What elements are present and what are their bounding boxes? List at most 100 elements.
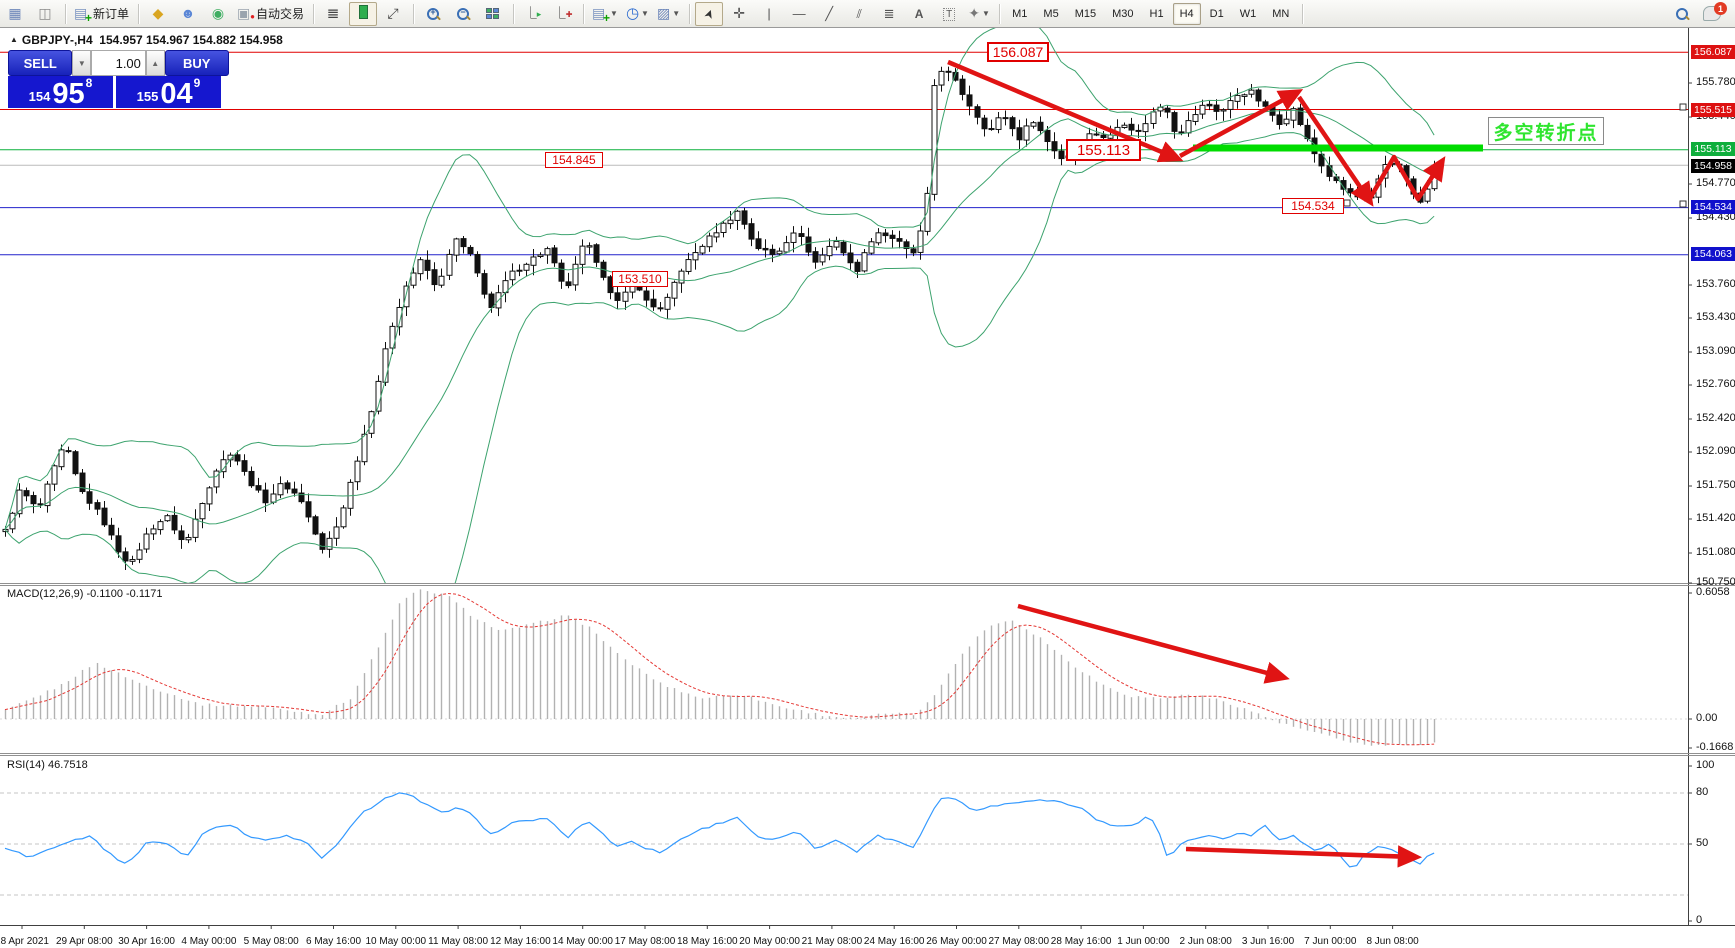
- channel-icon: ⫽: [856, 6, 862, 21]
- volume-up-button[interactable]: ▲: [145, 50, 165, 76]
- timeframe-m15[interactable]: M15: [1074, 7, 1097, 20]
- timeframe-d1[interactable]: D1: [1209, 7, 1224, 20]
- buy-button[interactable]: BUY: [164, 50, 229, 76]
- fibo-icon: ≣: [883, 5, 895, 21]
- line-chart-mode-button[interactable]: ⤢: [379, 2, 407, 26]
- sell-price[interactable]: 154 95 8: [8, 76, 113, 110]
- periods-button[interactable]: ◷ ▼: [623, 2, 652, 26]
- shapes-tool-button[interactable]: ✦ ▼: [965, 2, 993, 26]
- candles-icon: [358, 5, 368, 22]
- candle-chart-mode-button[interactable]: [349, 1, 378, 26]
- auto-trading-button[interactable]: ▣ ● 自动交易: [234, 2, 307, 26]
- zoomout-icon: −: [456, 7, 470, 21]
- styler-button[interactable]: ◆: [144, 2, 172, 26]
- autotrade-icon: ▣ ●: [237, 4, 256, 21]
- buy-price-prefix: 155: [136, 89, 159, 104]
- chevron-down-icon: ▼: [982, 9, 990, 18]
- hline-icon: —: [792, 5, 806, 21]
- toolbar-separator: [138, 3, 141, 24]
- rsi-caption: RSI(14) 46.7518: [7, 759, 88, 771]
- sell-button[interactable]: SELL: [8, 50, 73, 76]
- template-icon: ▨: [656, 5, 671, 21]
- indicator-subwindow-2-button[interactable]: ⎿✚: [549, 2, 577, 26]
- crosshair-tool-button[interactable]: ✛: [725, 2, 753, 26]
- cursor-icon: ➤: [700, 6, 718, 21]
- collapse-icon[interactable]: ▲: [10, 35, 18, 44]
- volume-input[interactable]: 1.00: [91, 50, 146, 76]
- labelT-icon: T: [943, 7, 956, 21]
- buy-price[interactable]: 155 04 9: [116, 76, 221, 110]
- templates-button[interactable]: ▨ ▼: [654, 2, 683, 26]
- zoom-out-button[interactable]: −: [449, 2, 477, 26]
- timeframe-mn[interactable]: MN: [1272, 7, 1290, 20]
- label-tool-button[interactable]: T: [935, 2, 963, 26]
- chevron-down-icon: ▼: [610, 9, 618, 18]
- bars-icon: 𝌆: [327, 5, 339, 21]
- notification-badge: 1: [1714, 2, 1727, 15]
- newchart-icon: ▦: [8, 5, 22, 21]
- hline-tool-button[interactable]: —: [785, 2, 813, 26]
- tiles-icon: [486, 7, 500, 20]
- channel-tool-button[interactable]: ⫽: [845, 2, 873, 26]
- chevron-down-icon: ▼: [641, 9, 649, 18]
- timeframe-h4[interactable]: H4: [1172, 2, 1201, 25]
- bar-chart-mode-button[interactable]: 𝌆: [319, 2, 347, 26]
- sell-price-pip: 8: [85, 76, 93, 90]
- subwin2-icon: ⎿✚: [553, 5, 573, 20]
- chat-bubble-icon: 1: [1703, 2, 1727, 21]
- timeframe-h1[interactable]: H1: [1149, 7, 1164, 20]
- toolbar-right: 1: [1667, 2, 1727, 26]
- toolbar-separator: [513, 3, 516, 24]
- notifications-button[interactable]: 1: [1698, 2, 1727, 26]
- toolbar-separator: [583, 3, 586, 24]
- clock-icon: ◷: [625, 4, 640, 22]
- profiles-icon: ◫: [38, 5, 52, 21]
- ohlc-readout: 154.957 154.967 154.882 154.958: [99, 33, 283, 47]
- trendline-icon: ╱: [825, 5, 834, 21]
- search-button[interactable]: [1668, 2, 1696, 26]
- buy-price-pip: 9: [193, 76, 201, 90]
- timeframe-m1[interactable]: M1: [1012, 7, 1028, 20]
- zoom-in-button[interactable]: +: [419, 2, 447, 26]
- timeframe-w1[interactable]: W1: [1239, 7, 1257, 20]
- text-tool-button[interactable]: A: [905, 2, 933, 26]
- neworder-icon: ▤ +: [74, 4, 92, 25]
- shapes-icon: ✦: [968, 5, 981, 21]
- person-icon: ☻: [180, 5, 196, 21]
- community-button[interactable]: ☻: [174, 2, 202, 26]
- toolbar-separator: [413, 3, 416, 24]
- trendline-tool-button[interactable]: ╱: [815, 2, 843, 26]
- toolbar-separator: [313, 3, 316, 24]
- one-click-trading-panel: SELL ▼ 1.00 ▲ BUY 154 95 8 155 04 9: [8, 50, 229, 110]
- vline-tool-button[interactable]: |: [755, 2, 783, 26]
- vline-icon: |: [767, 5, 771, 21]
- toolbar-separator: [1302, 3, 1305, 24]
- symbol-period: GBPJPY-,H4: [21, 33, 93, 47]
- chart-profiles-button[interactable]: ◫: [31, 2, 59, 26]
- toolbar: ▦ ◫ ▤ + 新订单 ◆ ☻ ◉ ▣ ● 自动交易 𝌆 ⤢ + − ⎿▸ ⎿✚ ▤ + ▼ ◷ ▼ ▨ ▼ ➤ ✛ | — ╱ ⫽ ≣ A T…: [0, 0, 1735, 28]
- indicator-subwindow-button[interactable]: ⎿▸: [519, 2, 547, 26]
- signal-icon: ◉: [211, 5, 225, 21]
- buy-price-main: 04: [160, 78, 193, 110]
- volume-down-button[interactable]: ▼: [72, 50, 92, 76]
- chart-area[interactable]: 155.780 155.440 154.770 154.430 153.760 153.4…: [0, 28, 1735, 948]
- add-indicator-button[interactable]: ▤ + ▼: [589, 2, 621, 26]
- sell-price-prefix: 154: [28, 89, 51, 104]
- tile-windows-button[interactable]: [479, 2, 507, 26]
- toolbar-separator: [65, 3, 67, 24]
- new-order-button[interactable]: ▤ + 新订单: [71, 2, 132, 26]
- timeframe-m5[interactable]: M5: [1043, 7, 1059, 20]
- turning-point-annotation[interactable]: 多空转折点: [1488, 117, 1604, 145]
- sell-price-main: 95: [52, 78, 85, 110]
- search-icon: [1675, 7, 1689, 21]
- new-chart-button[interactable]: ▦: [1, 2, 29, 26]
- signals-button[interactable]: ◉: [204, 2, 232, 26]
- cursor-tool-button[interactable]: ➤: [695, 1, 724, 26]
- auto-trading-label: 自动交易: [256, 7, 305, 21]
- textA-icon: A: [914, 6, 924, 21]
- timeframe-m30[interactable]: M30: [1112, 7, 1134, 20]
- fibo-tool-button[interactable]: ≣: [875, 2, 903, 26]
- chevron-down-icon: ▼: [672, 9, 681, 18]
- chart-title: ▲ GBPJPY-,H4 154.957 154.967 154.882 154.…: [10, 33, 283, 47]
